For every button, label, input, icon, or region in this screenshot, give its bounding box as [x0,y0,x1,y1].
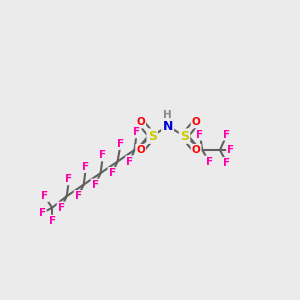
Text: F: F [126,157,134,166]
Text: O: O [136,145,145,155]
Text: S: S [148,130,157,142]
Text: F: F [82,162,90,172]
Text: F: F [99,150,106,160]
Text: F: F [223,158,230,168]
Text: F: F [58,203,65,213]
Text: O: O [136,117,145,127]
Text: H: H [163,110,172,119]
Text: F: F [92,180,99,190]
Text: O: O [192,117,200,127]
Text: F: F [196,130,203,140]
Text: F: F [65,174,73,184]
Text: F: F [117,139,124,149]
Text: F: F [75,191,82,201]
Text: O: O [192,145,200,155]
Text: F: F [206,157,213,166]
Text: F: F [38,208,46,218]
Text: S: S [180,130,189,142]
Text: F: F [49,216,56,226]
Text: F: F [223,130,230,140]
Text: F: F [227,145,234,155]
Text: F: F [41,191,48,201]
Text: F: F [133,127,140,137]
Text: F: F [109,168,116,178]
Text: N: N [162,120,173,133]
